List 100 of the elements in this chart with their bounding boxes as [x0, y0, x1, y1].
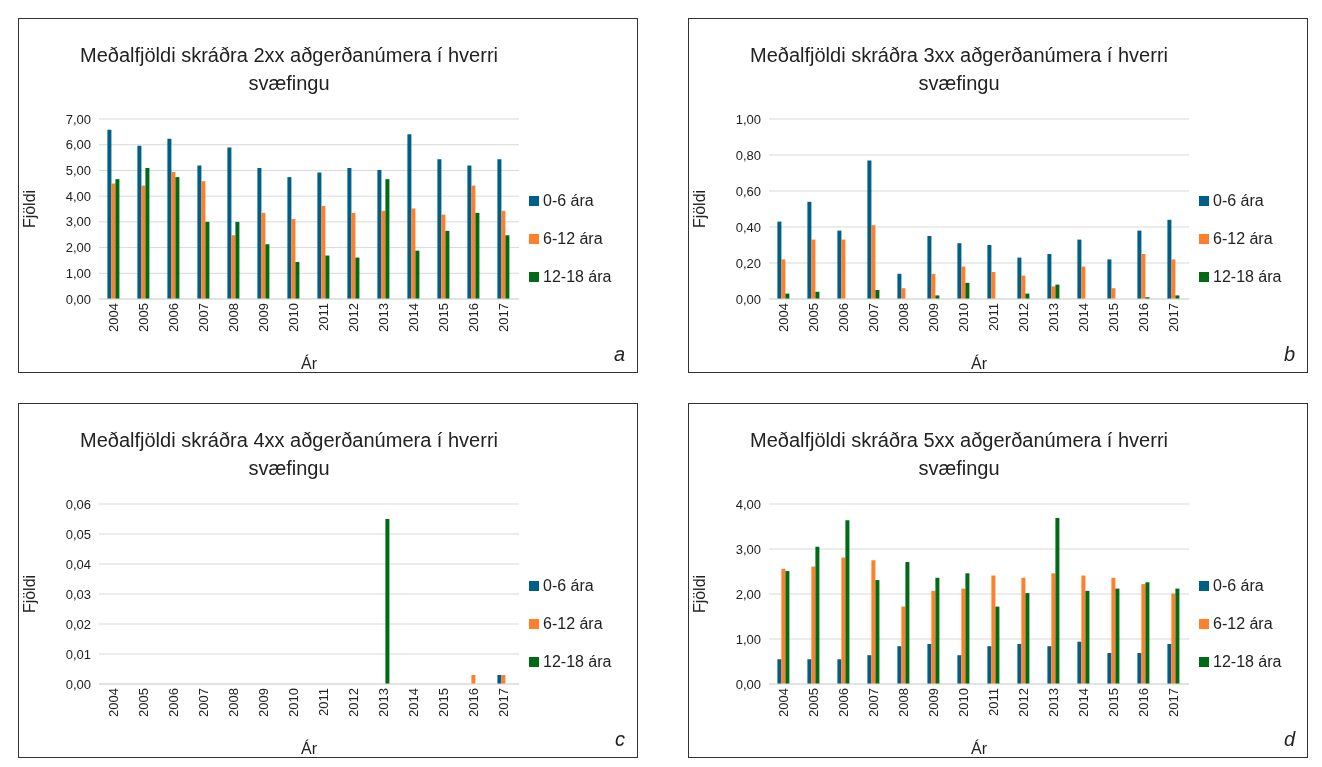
x-tick-label: 2015: [1106, 303, 1122, 332]
x-tick-label: 2006: [836, 688, 852, 717]
x-tick-label: 2014: [1076, 303, 1092, 332]
y-tick-label: 1,00: [735, 631, 761, 647]
x-tick-label: 2011: [316, 303, 332, 331]
y-tick-label: 0,06: [65, 496, 91, 512]
y-tick-label: 4,00: [735, 496, 761, 512]
x-tick-label: 2009: [256, 688, 272, 717]
x-tick-label: 2008: [896, 688, 912, 717]
x-tick-label: 2016: [1136, 688, 1152, 717]
x-tick-label: 2006: [166, 303, 182, 332]
x-tick-label: 2005: [806, 688, 822, 717]
y-tick-label: 2,00: [735, 586, 761, 602]
x-tick-label: 2005: [136, 303, 152, 332]
x-axis-title: Ár: [971, 739, 988, 757]
x-tick-label: 2014: [406, 303, 422, 332]
x-tick-label: 2015: [1106, 688, 1122, 717]
y-tick-label: 0,05: [65, 526, 91, 542]
x-tick-label: 2014: [1076, 688, 1092, 717]
x-tick-label: 2009: [256, 303, 272, 332]
legend-label: 12-18 ára: [543, 653, 612, 671]
x-tick-label: 2015: [436, 688, 452, 717]
legend-label: 0-6 ára: [1213, 192, 1264, 210]
y-tick-label: 3,00: [735, 541, 761, 557]
x-tick-label: 2017: [496, 303, 512, 332]
x-axis-title: Ár: [301, 354, 318, 372]
x-tick-label: 2017: [496, 688, 512, 717]
y-tick-label: 0,20: [735, 255, 761, 271]
legend-label: 6-12 ára: [543, 615, 603, 633]
x-tick-label: 2012: [1016, 303, 1032, 332]
y-tick-label: 3,00: [65, 214, 91, 230]
y-tick-label: 4,00: [65, 188, 91, 204]
x-tick-label: 2006: [836, 303, 852, 332]
x-axis-title: Ár: [301, 739, 318, 757]
text: d: [1283, 728, 1295, 751]
legend-label: 0-6 ára: [1213, 577, 1264, 595]
y-tick-label: 0,40: [735, 219, 761, 235]
y-tick-label: 0,03: [65, 586, 91, 602]
y-tick-label: 6,00: [65, 137, 91, 153]
y-tick-label: 2,00: [65, 240, 91, 256]
y-axis-title: Fjöldi: [20, 574, 38, 614]
x-tick-label: 2006: [166, 688, 182, 717]
x-tick-label: 2013: [1046, 688, 1062, 717]
y-axis-title: Fjöldi: [690, 189, 708, 229]
x-tick-label: 2005: [806, 303, 822, 332]
x-tick-label: 2008: [226, 688, 242, 717]
x-tick-label: 2010: [286, 688, 302, 717]
legend-label: 0-6 ára: [543, 577, 594, 595]
x-tick-label: 2014: [406, 688, 422, 717]
y-tick-label: 0,60: [735, 183, 761, 199]
legend-label: 12-18 ára: [543, 268, 612, 286]
y-tick-label: 5,00: [65, 163, 91, 179]
x-tick-label: 2013: [376, 303, 392, 332]
x-tick-label: 2017: [1166, 303, 1182, 332]
y-tick-label: 0,00: [65, 676, 91, 692]
chart-title: Meðalfjöldi skráðra 3xx aðgerðanúmera í hverri svæfingu: [749, 43, 1169, 96]
x-tick-label: 2010: [286, 303, 302, 332]
y-axis-title: Fjöldi: [690, 574, 708, 614]
y-tick-label: 0,00: [65, 291, 91, 307]
y-tick-label: 0,80: [735, 147, 761, 163]
x-tick-label: 2007: [196, 688, 212, 717]
x-tick-label: 2013: [376, 688, 392, 717]
chart-title: Meðalfjöldi skráðra 2xx aðgerðanúmera í hverri svæfingu: [79, 43, 499, 96]
text: c: [615, 728, 625, 751]
y-tick-label: 0,01: [65, 646, 91, 662]
y-tick-label: 1,00: [65, 265, 91, 281]
chart-title: Meðalfjöldi skráðra 5xx aðgerðanúmera í hverri svæfingu: [749, 428, 1169, 481]
x-tick-label: 2012: [346, 688, 362, 717]
x-tick-label: 2010: [956, 303, 972, 332]
x-tick-label: 2009: [926, 303, 942, 332]
chart-title: Meðalfjöldi skráðra 4xx aðgerðanúmera í hverri svæfingu: [79, 428, 499, 481]
x-tick-label: 2009: [926, 688, 942, 717]
x-tick-label: 2013: [1046, 303, 1062, 332]
x-tick-label: 2016: [466, 303, 482, 332]
x-tick-label: 2016: [1136, 303, 1152, 332]
text: b: [1283, 343, 1295, 366]
x-tick-label: 2010: [956, 688, 972, 717]
x-tick-label: 2016: [466, 688, 482, 717]
x-tick-label: 2007: [866, 688, 882, 717]
x-tick-label: 2007: [196, 303, 212, 332]
legend-label: 6-12 ára: [543, 230, 603, 248]
x-tick-label: 2008: [226, 303, 242, 332]
x-tick-label: 2011: [316, 688, 332, 716]
legend-label: 12-18 ára: [1213, 268, 1282, 286]
x-tick-label: 2004: [106, 303, 122, 332]
legend-label: 0-6 ára: [543, 192, 594, 210]
x-tick-label: 2004: [776, 688, 792, 717]
y-tick-label: 0,00: [735, 676, 761, 692]
y-tick-label: 1,00: [735, 111, 761, 127]
y-axis-title: Fjöldi: [20, 189, 38, 229]
y-tick-label: 0,04: [65, 556, 91, 572]
y-tick-label: 0,00: [735, 291, 761, 307]
x-tick-label: 2011: [986, 688, 1002, 716]
x-tick-label: 2017: [1166, 688, 1182, 717]
y-tick-label: 7,00: [65, 111, 91, 127]
legend-label: 12-18 ára: [1213, 653, 1282, 671]
x-tick-label: 2004: [776, 303, 792, 332]
text: a: [613, 343, 625, 366]
y-tick-label: 0,02: [65, 616, 91, 632]
legend-label: 6-12 ára: [1213, 615, 1273, 633]
